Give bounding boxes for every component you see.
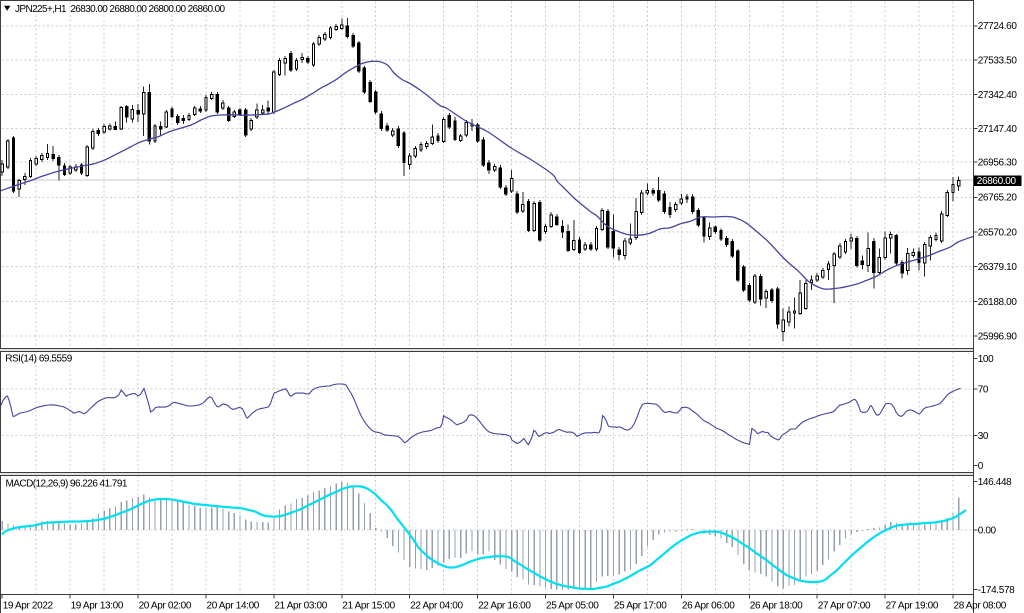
svg-text:21 Apr 15:00: 21 Apr 15:00 (342, 600, 395, 611)
svg-text:RSI(14) 69.5559: RSI(14) 69.5559 (5, 354, 73, 365)
svg-text:27724.60: 27724.60 (978, 21, 1018, 32)
svg-text:19 Apr 2022: 19 Apr 2022 (3, 600, 54, 611)
svg-text:26860.00: 26860.00 (977, 176, 1017, 187)
svg-text:26188.00: 26188.00 (978, 297, 1018, 308)
svg-text:146.448: 146.448 (978, 477, 1012, 488)
svg-text:26956.30: 26956.30 (978, 158, 1018, 169)
svg-text:26379.10: 26379.10 (978, 262, 1018, 273)
svg-text:26570.20: 26570.20 (978, 227, 1018, 238)
svg-text:MACD(12,26,9) 96.226 41.791: MACD(12,26,9) 96.226 41.791 (6, 479, 128, 490)
svg-text:26 Apr 18:00: 26 Apr 18:00 (750, 600, 803, 611)
svg-text:70: 70 (978, 384, 989, 395)
svg-text:30: 30 (978, 431, 989, 442)
svg-text:100: 100 (978, 354, 994, 365)
svg-text:22 Apr 16:00: 22 Apr 16:00 (478, 600, 531, 611)
svg-text:-174.578: -174.578 (978, 585, 1015, 596)
svg-text:27147.40: 27147.40 (978, 124, 1018, 135)
svg-text:28 Apr 08:00: 28 Apr 08:00 (954, 600, 1007, 611)
svg-text:JPN225+,H1 26830.00 26880.00: JPN225+,H1 26830.00 26880.00 26800.00 26… (15, 4, 226, 15)
svg-text:27533.50: 27533.50 (978, 56, 1018, 67)
svg-text:22 Apr 04:00: 22 Apr 04:00 (410, 600, 463, 611)
svg-text:26 Apr 06:00: 26 Apr 06:00 (682, 600, 735, 611)
svg-text:27342.40: 27342.40 (978, 90, 1018, 101)
svg-text:20 Apr 02:00: 20 Apr 02:00 (139, 600, 192, 611)
svg-text:25 Apr 05:00: 25 Apr 05:00 (546, 600, 599, 611)
svg-text:0.00: 0.00 (978, 525, 997, 536)
svg-text:19 Apr 13:00: 19 Apr 13:00 (71, 600, 124, 611)
svg-text:27 Apr 19:00: 27 Apr 19:00 (886, 600, 939, 611)
svg-text:0: 0 (978, 461, 984, 472)
svg-text:27 Apr 07:00: 27 Apr 07:00 (818, 600, 871, 611)
svg-text:21 Apr 03:00: 21 Apr 03:00 (274, 600, 327, 611)
svg-text:20 Apr 14:00: 20 Apr 14:00 (207, 600, 260, 611)
svg-text:25 Apr 17:00: 25 Apr 17:00 (614, 600, 667, 611)
svg-text:25996.90: 25996.90 (978, 332, 1018, 343)
svg-text:26765.20: 26765.20 (978, 193, 1018, 204)
